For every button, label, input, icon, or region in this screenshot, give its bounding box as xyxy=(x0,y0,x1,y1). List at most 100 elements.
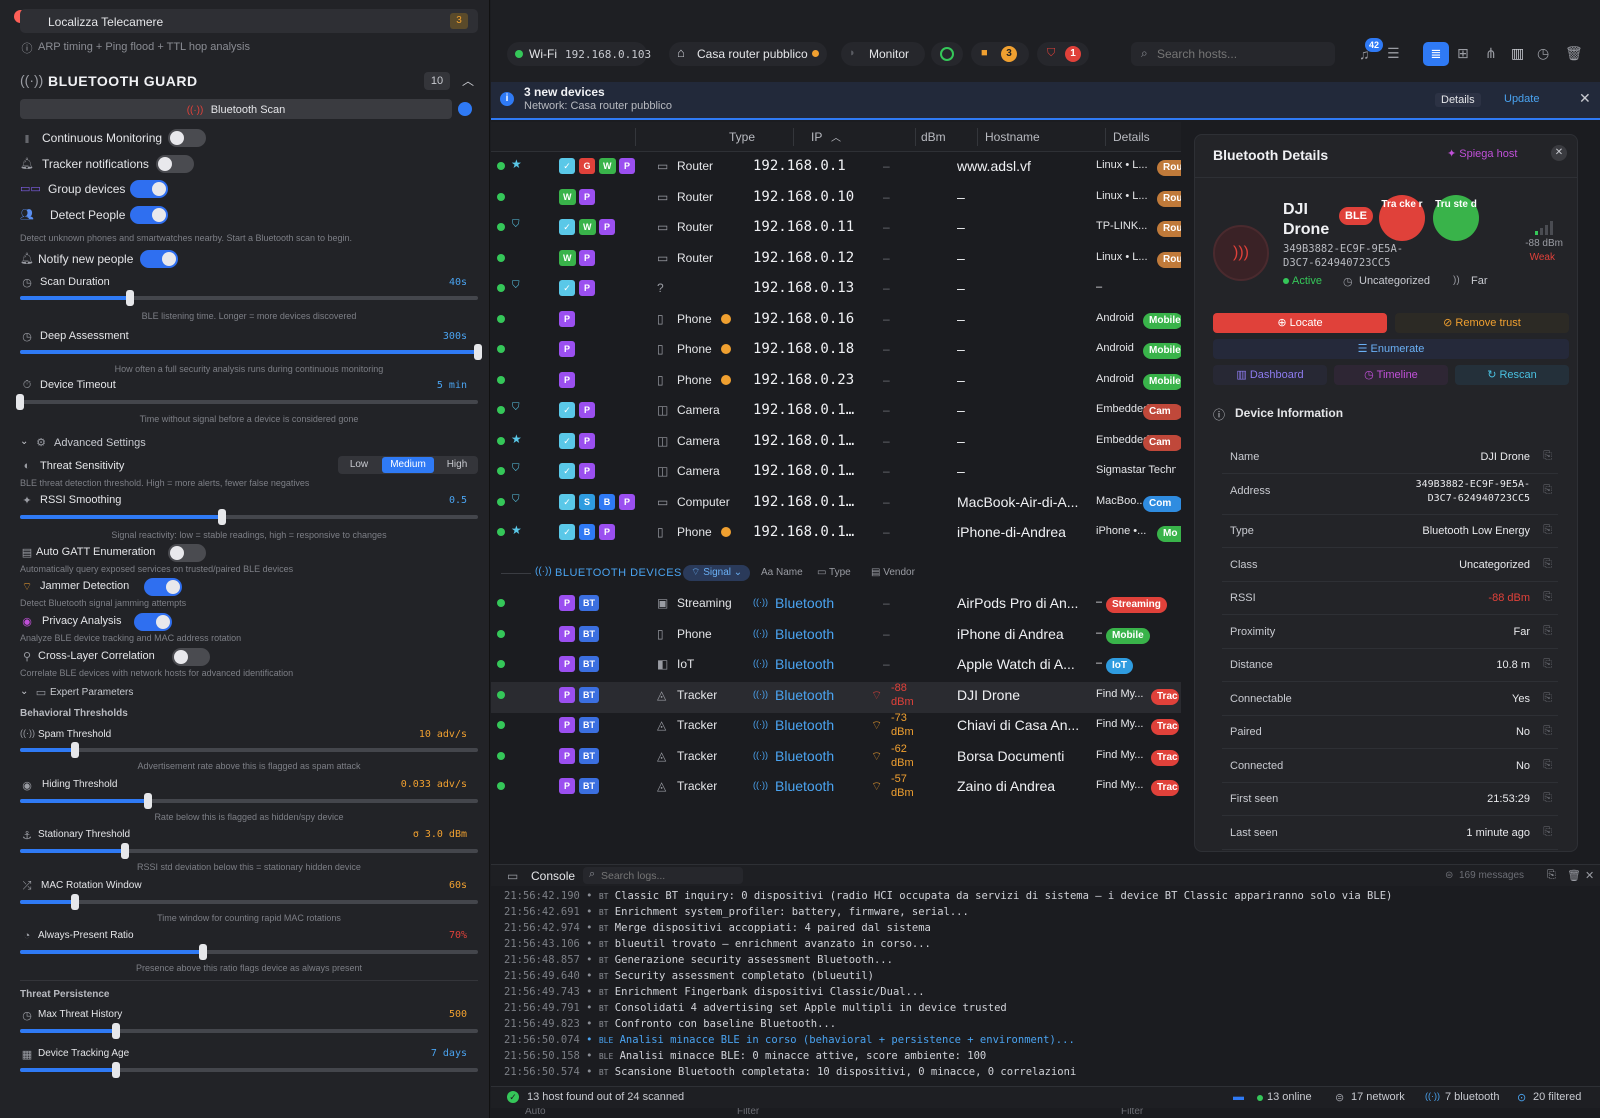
table-row[interactable]: ⛉ ✓ S B P ▭ Computer 192.168.0.1… – MacBook-Air-d… xyxy=(491,489,1181,520)
column-type[interactable]: Type xyxy=(729,130,756,144)
tracker-notifications-toggle[interactable] xyxy=(156,155,194,173)
search-input[interactable] xyxy=(1157,45,1327,63)
cross-layer-toggle[interactable] xyxy=(172,648,210,666)
copy-icon[interactable]: ⎘ xyxy=(1543,691,1552,704)
star-icon[interactable]: ★ xyxy=(511,431,522,446)
copy-icon[interactable]: ⎘ xyxy=(1543,483,1552,496)
column-dbm[interactable]: dBm xyxy=(921,130,946,144)
table-row[interactable]: P ▯ Phone 192.168.0.23 – – Android Mobile xyxy=(491,367,1181,398)
search-box[interactable]: ⌕ xyxy=(1131,42,1335,66)
sort-name-button[interactable]: Aa Name xyxy=(761,567,803,578)
table-row[interactable]: ⛉ ✓ W P ▭ Router 192.168.0.11 – – TP-LINK... Rou xyxy=(491,214,1181,245)
camera-alert-chip[interactable]: ■ 3 xyxy=(971,42,1029,66)
sensitivity-low-option[interactable]: Low xyxy=(349,459,369,470)
wifi-status-chip[interactable]: Wi-Fi 192.168.0.103 xyxy=(507,42,651,66)
sort-signal-button[interactable]: ⌔ Signal ⌄ xyxy=(683,565,751,581)
copy-icon[interactable]: ⎘ xyxy=(1543,758,1552,771)
device-timeout-slider[interactable] xyxy=(16,394,478,410)
privacy-analysis-toggle[interactable] xyxy=(134,613,172,631)
sort-vendor-button[interactable]: ▤ Vendor xyxy=(871,567,915,578)
bluetooth-row[interactable]: P BT ◧ IoT ((·)) Bluetooth – Apple Watch di A..… xyxy=(491,651,1181,682)
chevron-down-icon[interactable]: ⌄ xyxy=(20,436,29,447)
bluetooth-row[interactable]: P BT ◬ Tracker ((·)) Bluetooth ⌔ -73 dBm Chiavi d… xyxy=(491,712,1181,743)
copy-icon[interactable]: ⎘ xyxy=(1543,825,1552,838)
camera-locate-item[interactable]: Localizza Telecamere 3 xyxy=(20,9,478,33)
jammer-detection-toggle[interactable] xyxy=(144,578,182,596)
copy-icon[interactable]: ⎘ xyxy=(1543,725,1552,737)
bluetooth-scan-button[interactable]: ((·)) Bluetooth Scan xyxy=(20,99,452,119)
remove-trust-button[interactable]: ⊘ Remove trust xyxy=(1395,313,1569,333)
bluetooth-row[interactable]: P BT ▯ Phone ((·)) Bluetooth – iPhone di Andrea… xyxy=(491,621,1181,652)
notify-new-people-toggle[interactable] xyxy=(140,250,178,268)
device-tracking-age-slider[interactable] xyxy=(20,1062,478,1078)
filter-input-1[interactable]: Filter xyxy=(737,1108,760,1117)
always-present-slider[interactable] xyxy=(20,944,478,960)
table-row[interactable]: ⛉ ✓ P? 192.168.0.13 – – – xyxy=(491,275,1181,306)
table-row[interactable]: W P ▭ Router 192.168.0.10 – – Linux • L... Rou xyxy=(491,184,1181,215)
history-icon[interactable]: ◷ xyxy=(1537,45,1550,61)
star-icon[interactable]: ★ xyxy=(511,523,522,537)
rescan-button[interactable]: ↻ Rescan xyxy=(1455,365,1569,385)
table-row[interactable]: ★ ✓ B P ▯ Phone 192.168.0.1… – iPhone-di-Andrea i… xyxy=(491,519,1181,550)
copy-icon[interactable]: ⎘ xyxy=(1543,557,1552,570)
mac-rotation-slider[interactable] xyxy=(20,894,478,910)
table-row[interactable]: ⛉ ✓ P ◫ Camera 192.168.0.1… – – Embedded Cam xyxy=(491,397,1181,428)
column-details[interactable]: Details xyxy=(1113,130,1150,144)
filter-icon[interactable]: ⊜ xyxy=(1445,870,1454,881)
copy-icon[interactable]: ⎘ xyxy=(1543,450,1552,462)
monitor-chip[interactable]: ◗ Monitor xyxy=(841,42,925,66)
continuous-monitoring-toggle[interactable] xyxy=(168,129,206,147)
table-row[interactable]: ★ ✓ P ◫ Camera 192.168.0.1… – – Embedded Cam xyxy=(491,428,1181,459)
sensitivity-high-option[interactable]: High xyxy=(446,459,468,470)
close-icon[interactable]: ✕ xyxy=(1585,870,1595,882)
topology-view-icon[interactable]: ⋔ xyxy=(1485,45,1497,61)
scan-duration-slider[interactable] xyxy=(20,290,478,306)
copy-icon[interactable]: ⎘ xyxy=(1543,524,1552,536)
dashboard-button[interactable]: ▥ Dashboard xyxy=(1213,365,1327,385)
copy-icon[interactable]: ⎘ xyxy=(1543,792,1552,804)
detect-people-toggle[interactable] xyxy=(130,206,168,224)
copy-icon[interactable]: ⎘ xyxy=(1543,658,1552,670)
banner-details-button[interactable]: Details xyxy=(1435,93,1481,107)
bluetooth-row[interactable]: P BT ▣ Streaming ((·)) Bluetooth – AirPods Pro … xyxy=(491,590,1181,621)
notification-icon[interactable]: ♫ xyxy=(1359,46,1370,62)
copy-icon[interactable]: ⎘ xyxy=(1543,624,1552,637)
rssi-smoothing-slider[interactable] xyxy=(20,509,478,525)
timeline-button[interactable]: ◷ Timeline xyxy=(1334,365,1448,385)
max-threat-history-slider[interactable] xyxy=(20,1023,478,1039)
hiding-threshold-slider[interactable] xyxy=(20,793,478,809)
explain-host-button[interactable]: ✦ Spiega host xyxy=(1447,148,1518,160)
threat-alert-chip[interactable]: ⛉ 1 xyxy=(1037,42,1089,66)
advanced-settings-label[interactable]: Advanced Settings xyxy=(54,437,146,449)
group-devices-toggle[interactable] xyxy=(130,180,168,198)
table-row[interactable]: W P ▭ Router 192.168.0.12 – – Linux • L... Rou xyxy=(491,245,1181,276)
deep-assessment-slider[interactable] xyxy=(20,344,482,360)
bluetooth-row[interactable]: P BT ◬ Tracker ((·)) Bluetooth ⌔ -57 dBm Zaino di… xyxy=(491,773,1181,804)
trash-icon[interactable]: 🗑︎ xyxy=(1565,45,1583,61)
auto-select[interactable]: Auto xyxy=(525,1108,546,1117)
table-row[interactable]: ⛉ ✓ P ◫ Camera 192.168.0.1… – – Sigmastar Techn xyxy=(491,458,1181,489)
table-row[interactable]: P ▯ Phone 192.168.0.16 – – Android Mobile xyxy=(491,306,1181,337)
star-icon[interactable]: ★ xyxy=(511,157,522,171)
close-icon[interactable]: ✕ xyxy=(1579,90,1591,106)
table-row[interactable]: P ▯ Phone 192.168.0.18 – – Android Mobile xyxy=(491,336,1181,367)
copy-icon[interactable]: ⎘ xyxy=(1543,591,1552,603)
sliders-icon[interactable]: ☰ xyxy=(1387,45,1400,61)
enumerate-button[interactable]: ☰ Enumerate xyxy=(1213,339,1569,359)
bluetooth-row[interactable]: P BT ◬ Tracker ((·)) Bluetooth ⌔ -62 dBm Borsa Do… xyxy=(491,743,1181,774)
expert-parameters-label[interactable]: Expert Parameters xyxy=(50,687,134,698)
spam-threshold-slider[interactable] xyxy=(20,742,478,758)
list-view-icon[interactable]: ≣ xyxy=(1423,42,1449,66)
close-icon[interactable]: ✕ xyxy=(1551,145,1567,161)
console-search-input[interactable] xyxy=(601,868,741,883)
sort-type-button[interactable]: ▭ Type xyxy=(817,567,851,578)
copy-icon[interactable]: ⎘ xyxy=(1547,869,1556,881)
banner-update-button[interactable]: Update xyxy=(1504,93,1540,105)
filter-input-2[interactable]: Filter xyxy=(1121,1108,1144,1117)
network-chip[interactable]: ⌂ Casa router pubblico xyxy=(669,42,827,66)
table-row[interactable]: ★ ✓ G W P ▭ Router 192.168.0.1 – www.adsl.vf Linux… xyxy=(491,153,1181,184)
column-ip[interactable]: IP xyxy=(811,130,823,144)
chevron-down-icon[interactable]: ⌄ xyxy=(20,686,29,697)
auto-gatt-toggle[interactable] xyxy=(168,544,206,562)
grid-view-icon[interactable]: ⊞ xyxy=(1457,45,1469,61)
